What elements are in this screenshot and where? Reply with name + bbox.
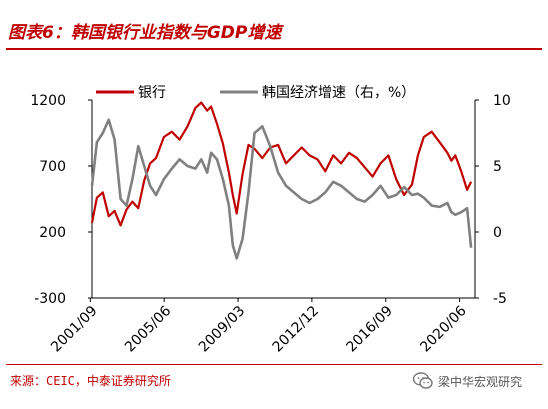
- series-line-gdp: [90, 118, 473, 260]
- left-tick-label: 200: [39, 225, 66, 241]
- legend-label: 韩国经济增速（右，%）: [262, 85, 415, 101]
- right-tick-label: 10: [493, 93, 511, 109]
- series-line-bank: [90, 101, 473, 227]
- watermark: 梁中华宏观研究: [412, 370, 522, 392]
- right-tick-label: 5: [493, 159, 502, 175]
- x-tick-label: 2001/09: [48, 303, 100, 355]
- source-note: 来源：CEIC，中泰证券研究所: [10, 374, 171, 388]
- x-tick-label: 2009/03: [196, 303, 248, 355]
- footer-divider: [6, 364, 542, 365]
- x-tick-label: 2012/12: [270, 303, 322, 355]
- x-tick-label: 2016/09: [344, 303, 396, 355]
- x-tick-label: 2005/06: [122, 303, 175, 356]
- right-tick-label: 0: [493, 225, 502, 241]
- legend-label: 银行: [138, 85, 166, 101]
- left-tick-label: 1200: [30, 93, 66, 109]
- x-tick-label: 2020/06: [417, 303, 470, 356]
- title-divider: [6, 48, 542, 50]
- left-tick-label: 700: [39, 159, 66, 175]
- wechat-icon: [412, 372, 433, 389]
- left-tick-label: -300: [34, 291, 66, 307]
- right-tick-label: -5: [493, 291, 507, 307]
- line-chart: 1200 700 200 -300 10 5 0 -5 2001/09 2005/06 2009/0…: [30, 85, 511, 356]
- watermark-text: 梁中华宏观研究: [438, 374, 523, 389]
- chart-title: 图表6：韩国银行业指数与GDP增速: [8, 23, 282, 43]
